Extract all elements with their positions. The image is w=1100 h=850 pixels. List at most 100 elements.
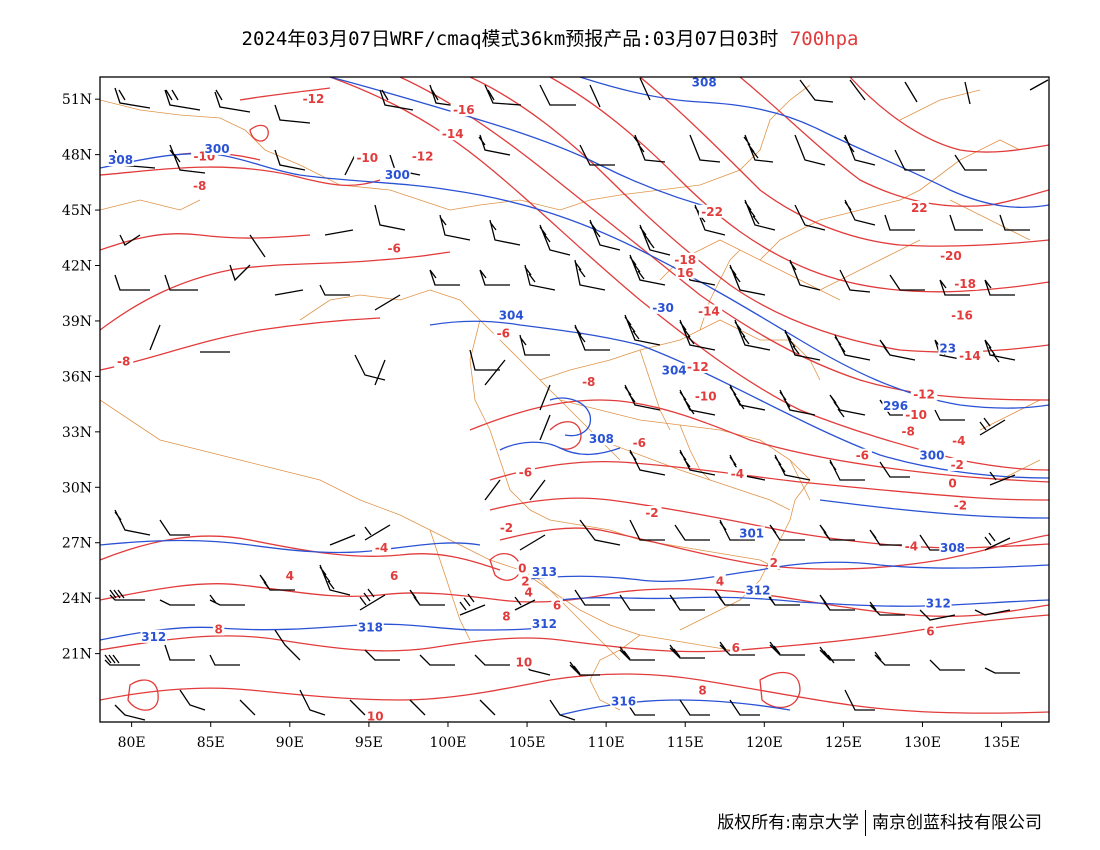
temperature-label: -6 [497, 327, 510, 341]
temperature-label-bg [901, 539, 921, 553]
temperature-label: -18 [674, 253, 696, 267]
temperature-label-bg [439, 127, 466, 141]
height-label-bg [531, 565, 558, 579]
temperature-label: 22 [911, 201, 928, 215]
temperature-label: -8 [193, 179, 206, 193]
height-label: 308 [692, 75, 717, 89]
temperature-label-bg [949, 433, 969, 447]
height-label-bg [610, 694, 637, 708]
temperature-label: 0 [518, 561, 526, 575]
temperature-label-bg [727, 467, 747, 481]
footer: 版权所有:南京大学 南京创蓝科技有限公司 [717, 808, 1042, 836]
height-label: 318 [358, 621, 383, 635]
lon-tick-label: 85E [197, 735, 225, 751]
latitude-axis: 51N 48N 45N 42N 39N 36N 33N 30N 27N 24N 21N [62, 92, 100, 663]
temperature-label-bg [516, 561, 529, 575]
lon-tick-label: 125E [825, 735, 862, 751]
temperature-label-bg [910, 387, 938, 401]
temperature-label: 6 [732, 641, 740, 655]
title-level: 700hpa [789, 28, 859, 50]
height-label-bg [357, 620, 384, 634]
temperature-label-bg [946, 476, 959, 490]
temperature-label-bg [496, 520, 516, 534]
temperature-label: -8 [117, 354, 130, 368]
lat-tick-label: 51N [62, 92, 92, 108]
height-label: 313 [532, 565, 557, 579]
lat-tick-label: 30N [62, 480, 92, 496]
temperature-label-bg [695, 304, 723, 318]
temperature-label: -10 [356, 151, 378, 165]
height-label-bg [588, 432, 615, 446]
temperature-label: -6 [633, 436, 646, 450]
temperature-label-bg [909, 201, 929, 215]
height-label-bg [938, 341, 958, 355]
temperature-label: 8 [502, 610, 510, 624]
lon-tick-label: 130E [904, 735, 941, 751]
title-main: 2024年03月07日WRF/cmaq模式36km预报产品:03月07日03时 [241, 28, 779, 50]
temperature-label: -22 [701, 205, 723, 219]
temperature-label: -12 [913, 388, 935, 402]
height-label: 300 [205, 142, 230, 156]
height-label: 312 [745, 584, 770, 598]
temperature-label: 8 [698, 683, 706, 697]
height-label-bg [660, 363, 688, 377]
height-label: 308 [940, 541, 965, 555]
temperature-label-bg [692, 389, 720, 403]
temperature-label: 2 [770, 556, 778, 570]
temperature-label-bg [388, 568, 400, 582]
temperature-label: -2 [954, 499, 967, 513]
height-label: 316 [611, 695, 636, 709]
temperature-label: -2 [500, 521, 513, 535]
temperature-label-bg [551, 598, 563, 612]
temperature-label: -2 [645, 506, 658, 520]
temperature-label-bg [642, 506, 662, 520]
height-label-bg [140, 629, 168, 643]
lon-tick-label: 105E [509, 735, 546, 751]
temperature-label-bg [698, 204, 726, 218]
temperature-label-bg [515, 465, 535, 479]
temperature-label: 6 [390, 569, 398, 583]
temperature-label-bg [114, 354, 134, 368]
temperature-label-bg [629, 435, 649, 449]
temperature-label: -10 [695, 390, 717, 404]
height-label-bg [531, 616, 558, 630]
lat-tick-label: 48N [62, 148, 92, 164]
temperature-label: -14 [442, 127, 464, 141]
temperature-label-bg [365, 709, 385, 722]
lat-tick-label: 45N [62, 203, 92, 219]
wind-barbs [104, 77, 1049, 721]
temperature-label: -12 [412, 149, 434, 163]
temperature-label-bg [768, 555, 780, 569]
temperature-label: -12 [303, 92, 325, 106]
footer-divider [865, 810, 866, 836]
height-label-bg [939, 541, 966, 555]
height-labels: 308 308 300 300 304 -30 304 23 296 308 300 301 308 31… [107, 75, 966, 709]
temperature-label: 2 [521, 574, 529, 588]
temperature-label: -20 [940, 249, 962, 263]
temperature-label: -4 [952, 434, 965, 448]
temperature-label-bg [372, 541, 392, 555]
map-frame [99, 76, 1050, 723]
temperature-contours [100, 77, 1049, 714]
temperature-label: 0 [948, 476, 956, 490]
height-label: 301 [739, 526, 764, 540]
height-label-bg [649, 300, 677, 314]
height-label: -30 [652, 301, 674, 315]
longitude-axis: 80E 85E 90E 95E 100E 105E 110E 115E 120E 125E 130E… [118, 722, 1020, 751]
temperature-label: -18 [954, 277, 976, 291]
temperature-label-bg [450, 103, 478, 117]
temperature-label: -16 [453, 103, 475, 117]
temperature-label-bg [409, 149, 436, 163]
height-label-bg [918, 448, 946, 462]
temperature-label-bg [579, 374, 599, 388]
lon-tick-label: 80E [118, 735, 146, 751]
temperature-label: 6 [553, 598, 561, 612]
temperature-label: -6 [856, 449, 869, 463]
temperature-label-bg [902, 408, 930, 422]
height-label-bg [107, 153, 134, 167]
temperature-label-bg [519, 574, 532, 588]
height-label-bg [744, 583, 772, 597]
temperature-label-bg [684, 360, 712, 374]
temperature-label-bg [675, 265, 695, 279]
temperature-label-bg [956, 348, 984, 362]
